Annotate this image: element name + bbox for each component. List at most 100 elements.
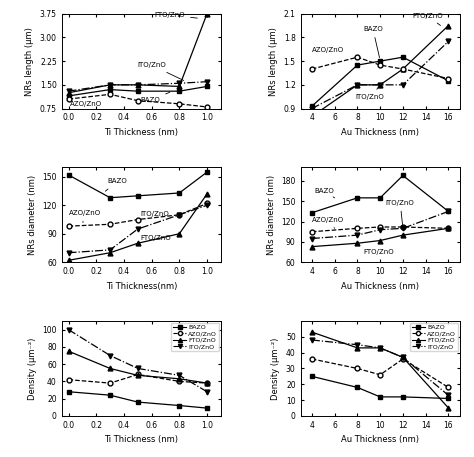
AZO/ZnO xyxy=(204,380,210,386)
FTO/ZnO xyxy=(377,238,383,243)
Text: BAZO: BAZO xyxy=(141,92,170,103)
BAZO xyxy=(400,173,406,178)
ITO/ZnO xyxy=(135,366,141,371)
BAZO xyxy=(135,193,141,198)
ITO/ZnO xyxy=(309,337,315,343)
BAZO xyxy=(107,87,113,92)
Text: BAZO: BAZO xyxy=(363,26,383,58)
ITO/ZnO xyxy=(400,82,406,88)
ITO/ZnO xyxy=(355,82,360,88)
Line: AZO/ZnO: AZO/ZnO xyxy=(66,372,210,386)
AZO/ZnO xyxy=(176,101,182,106)
AZO/ZnO xyxy=(377,224,383,230)
FTO/ZnO xyxy=(135,82,141,88)
ITO/ZnO xyxy=(309,106,315,112)
Y-axis label: NRs length (μm): NRs length (μm) xyxy=(269,27,278,96)
BAZO xyxy=(355,195,360,201)
Text: FTO/ZnO: FTO/ZnO xyxy=(412,13,443,26)
BAZO xyxy=(309,374,315,379)
Line: FTO/ZnO: FTO/ZnO xyxy=(310,23,451,119)
AZO/ZnO xyxy=(355,366,360,371)
ITO/ZnO xyxy=(176,372,182,378)
X-axis label: Au Thickness (nm): Au Thickness (nm) xyxy=(341,435,419,444)
FTO/ZnO xyxy=(377,345,383,351)
Line: BAZO: BAZO xyxy=(310,173,451,215)
BAZO xyxy=(446,396,451,401)
AZO/ZnO xyxy=(400,224,406,230)
BAZO xyxy=(446,209,451,214)
Line: AZO/ZnO: AZO/ZnO xyxy=(310,55,451,81)
Line: ITO/ZnO: ITO/ZnO xyxy=(310,338,451,398)
BAZO xyxy=(176,403,182,408)
BAZO xyxy=(107,393,113,398)
AZO/ZnO xyxy=(204,104,210,110)
Text: AZO/ZnO: AZO/ZnO xyxy=(312,217,344,228)
ITO/ZnO xyxy=(400,355,406,360)
BAZO xyxy=(309,103,315,109)
Line: BAZO: BAZO xyxy=(66,84,210,98)
Line: ITO/ZnO: ITO/ZnO xyxy=(66,79,210,94)
BAZO xyxy=(400,54,406,60)
FTO/ZnO xyxy=(135,240,141,246)
ITO/ZnO xyxy=(377,82,383,88)
ITO/ZnO xyxy=(204,202,210,208)
ITO/ZnO xyxy=(176,212,182,218)
Legend: BAZO, AZO/ZnO, FTO/ZnO, ITO/ZnO: BAZO, AZO/ZnO, FTO/ZnO, ITO/ZnO xyxy=(171,323,219,351)
Line: ITO/ZnO: ITO/ZnO xyxy=(66,203,210,255)
AZO/ZnO xyxy=(446,76,451,81)
AZO/ZnO xyxy=(66,377,72,383)
FTO/ZnO xyxy=(204,191,210,197)
Line: ITO/ZnO: ITO/ZnO xyxy=(66,327,210,394)
FTO/ZnO xyxy=(66,348,72,354)
Legend: BAZO, AZO/ZnO, FTO/ZnO, ITO/ZnO: BAZO, AZO/ZnO, FTO/ZnO, ITO/ZnO xyxy=(410,323,458,351)
BAZO xyxy=(377,195,383,201)
Line: BAZO: BAZO xyxy=(310,55,451,109)
BAZO xyxy=(66,93,72,99)
X-axis label: Au Thickness (nm): Au Thickness (nm) xyxy=(341,128,419,137)
AZO/ZnO xyxy=(446,226,451,231)
ITO/ZnO xyxy=(135,226,141,232)
Line: FTO/ZnO: FTO/ZnO xyxy=(310,329,451,410)
FTO/ZnO xyxy=(176,376,182,382)
ITO/ZnO xyxy=(446,39,451,44)
FTO/ZnO xyxy=(204,11,210,16)
AZO/ZnO xyxy=(176,212,182,218)
FTO/ZnO xyxy=(355,240,360,246)
Text: FTO/ZnO: FTO/ZnO xyxy=(155,12,197,18)
ITO/ZnO xyxy=(355,232,360,238)
ITO/ZnO xyxy=(446,393,451,398)
ITO/ZnO xyxy=(176,80,182,86)
Y-axis label: NRs length (μm): NRs length (μm) xyxy=(25,27,34,96)
Y-axis label: NRs diameter (nm): NRs diameter (nm) xyxy=(27,175,36,255)
AZO/ZnO xyxy=(355,226,360,231)
BAZO xyxy=(204,405,210,411)
FTO/ZnO xyxy=(66,258,72,263)
AZO/ZnO xyxy=(377,62,383,68)
BAZO xyxy=(135,399,141,405)
Text: BAZO: BAZO xyxy=(314,188,335,198)
FTO/ZnO xyxy=(400,355,406,360)
Line: ITO/ZnO: ITO/ZnO xyxy=(310,39,451,111)
ITO/ZnO xyxy=(204,79,210,85)
FTO/ZnO xyxy=(309,244,315,250)
Text: AZO/ZnO: AZO/ZnO xyxy=(70,101,102,107)
X-axis label: Au Thickness (nm): Au Thickness (nm) xyxy=(341,282,419,291)
X-axis label: Ti Thickness (nm): Ti Thickness (nm) xyxy=(104,435,178,444)
ITO/ZnO xyxy=(377,345,383,351)
FTO/ZnO xyxy=(355,345,360,351)
Line: AZO/ZnO: AZO/ZnO xyxy=(310,224,451,234)
AZO/ZnO xyxy=(400,356,406,361)
BAZO xyxy=(377,394,383,399)
AZO/ZnO xyxy=(135,217,141,222)
Line: AZO/ZnO: AZO/ZnO xyxy=(66,92,210,109)
FTO/ZnO xyxy=(309,114,315,119)
Line: ITO/ZnO: ITO/ZnO xyxy=(310,209,451,241)
ITO/ZnO xyxy=(204,389,210,394)
AZO/ZnO xyxy=(107,91,113,97)
ITO/ZnO xyxy=(66,327,72,332)
ITO/ZnO xyxy=(400,226,406,231)
ITO/ZnO xyxy=(66,88,72,94)
Line: BAZO: BAZO xyxy=(310,374,451,401)
FTO/ZnO xyxy=(400,66,406,72)
FTO/ZnO xyxy=(204,380,210,386)
